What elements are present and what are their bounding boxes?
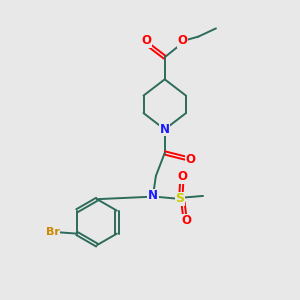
Text: O: O [177, 34, 188, 47]
Text: O: O [141, 34, 151, 47]
Text: O: O [177, 170, 188, 183]
Text: S: S [176, 192, 184, 206]
Text: Br: Br [46, 227, 60, 237]
Text: N: N [160, 123, 170, 136]
Text: O: O [182, 214, 191, 227]
Text: N: N [148, 189, 158, 203]
Text: O: O [186, 153, 196, 166]
